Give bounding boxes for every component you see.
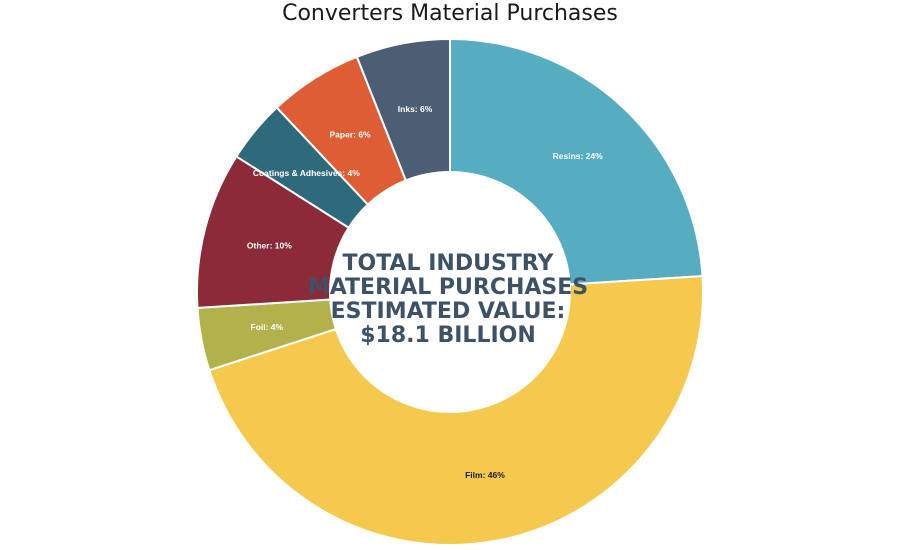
center-text-line-1: TOTAL INDUSTRY bbox=[343, 251, 555, 276]
center-text-line-2: MATERIAL PURCHASES bbox=[308, 275, 588, 300]
slice-label-resins: Resins: 24% bbox=[553, 151, 604, 161]
slice-inks bbox=[355, 37, 451, 182]
slice-label-paper: Paper: 6% bbox=[330, 130, 372, 140]
donut-slices bbox=[196, 37, 704, 546]
center-text: TOTAL INDUSTRY MATERIAL PURCHASES ESTIMA… bbox=[308, 251, 588, 348]
slice-labels: Resins: 24% Film: 46% Foil: 4% Other: 10% Co… bbox=[247, 104, 603, 480]
slice-label-other: Other: 10% bbox=[247, 241, 292, 251]
slice-resins bbox=[449, 37, 704, 286]
slice-label-inks: Inks: 6% bbox=[398, 104, 433, 114]
center-text-line-4: $18.1 BILLION bbox=[360, 323, 536, 348]
slice-label-film: Film: 46% bbox=[465, 470, 505, 480]
center-text-line-3: ESTIMATED VALUE: bbox=[331, 299, 566, 324]
chart-title: Converters Material Purchases bbox=[282, 1, 618, 26]
slice-label-coatings-adhesives: Coatings & Adhesives: 4% bbox=[253, 168, 360, 178]
slice-film bbox=[208, 275, 704, 546]
slice-label-foil: Foil: 4% bbox=[251, 322, 284, 332]
